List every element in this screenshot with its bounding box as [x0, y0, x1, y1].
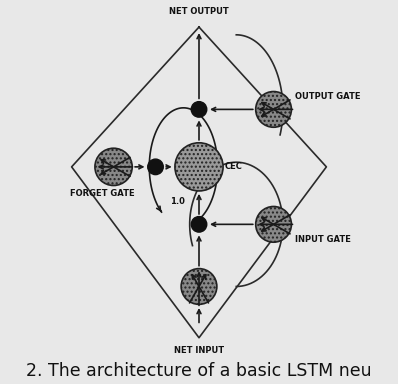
Text: FORGET GATE: FORGET GATE — [70, 189, 135, 198]
Text: NET OUTPUT: NET OUTPUT — [169, 7, 229, 16]
Circle shape — [191, 102, 207, 117]
Text: NET INPUT: NET INPUT — [174, 346, 224, 354]
Circle shape — [95, 148, 132, 185]
Text: CEC: CEC — [224, 162, 242, 171]
Text: 2. The architecture of a basic LSTM neu: 2. The architecture of a basic LSTM neu — [26, 362, 372, 380]
Text: OUTPUT GATE: OUTPUT GATE — [295, 93, 361, 101]
Text: 1.0: 1.0 — [170, 197, 185, 205]
Circle shape — [256, 207, 291, 242]
Circle shape — [148, 159, 163, 175]
Text: INPUT GATE: INPUT GATE — [295, 235, 351, 244]
Circle shape — [175, 143, 223, 191]
Circle shape — [181, 269, 217, 305]
Circle shape — [191, 217, 207, 232]
Circle shape — [256, 91, 291, 127]
